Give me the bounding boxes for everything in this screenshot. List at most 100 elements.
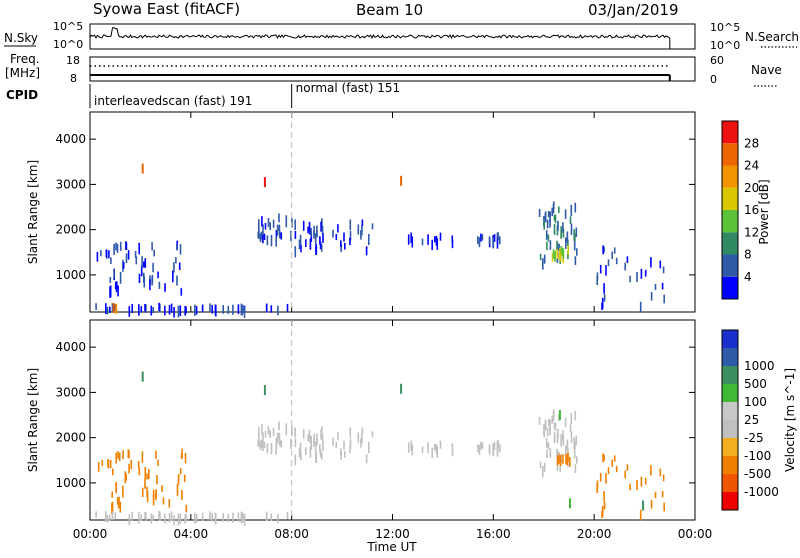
- power-mark: [173, 262, 175, 273]
- velocity-mark: [115, 483, 117, 492]
- power-mark: [185, 306, 187, 314]
- power-mark: [138, 304, 140, 316]
- power-mark: [286, 303, 289, 312]
- power-mark: [335, 234, 338, 241]
- power-mark: [344, 242, 346, 250]
- power-mark: [427, 234, 429, 245]
- velocity-mark: [480, 441, 482, 450]
- power-mark: [477, 236, 479, 245]
- power-bar-frame: [721, 120, 739, 300]
- power-mark: [313, 230, 315, 239]
- power-mark: [277, 305, 279, 316]
- velocity-mark: [227, 513, 230, 522]
- velocity-mark: [566, 457, 568, 466]
- power-mark: [659, 260, 662, 269]
- power-mark: [134, 251, 137, 258]
- velocity-mark: [119, 501, 122, 513]
- power-mark: [109, 286, 111, 298]
- velocity-mark: [309, 446, 312, 458]
- freq-label-line2: [MHz]: [5, 66, 40, 80]
- power-mark: [603, 246, 605, 253]
- power-mark: [551, 207, 553, 217]
- velocity-mark: [276, 432, 279, 444]
- velocity-mark: [101, 459, 104, 467]
- power-mark: [141, 256, 143, 268]
- power-mark: [125, 253, 128, 264]
- power-mark: [605, 265, 607, 276]
- power-mark: [549, 211, 551, 224]
- power-mark: [566, 231, 569, 243]
- velocity-mark: [662, 474, 665, 482]
- velocity-mark: [410, 440, 412, 451]
- velocity-mark: [258, 437, 260, 448]
- power-mark: [299, 234, 302, 246]
- velocity-mark: [285, 423, 288, 436]
- velocity-mark: [574, 441, 576, 450]
- velocity-mark: [496, 445, 499, 457]
- velocity-mark: [259, 441, 262, 451]
- power-mark: [567, 251, 569, 260]
- velocity-mark: [639, 509, 642, 521]
- velocity-mark: [411, 444, 414, 456]
- velocity-mark: [615, 465, 618, 473]
- velocity-mark: [177, 513, 180, 526]
- power-mark: [492, 236, 495, 249]
- velocity-mark: [179, 468, 182, 475]
- power-mark: [349, 219, 352, 230]
- power-mark: [259, 233, 262, 243]
- velocity-colorbar: -1000 -500 -100 -25 25 100 500 1000: [721, 329, 779, 511]
- time-label-5: 20:00: [577, 527, 612, 541]
- nsky-tick-top: 10^5: [53, 20, 83, 33]
- velocity-band-6: [722, 384, 738, 402]
- velocity-mark: [556, 456, 559, 466]
- power-mark: [560, 253, 562, 262]
- power-mark: [439, 232, 442, 241]
- station-title: Syowa East (fitACF): [93, 0, 240, 18]
- velocity-mark: [542, 466, 544, 478]
- velocity-mark: [144, 512, 146, 520]
- velocity-mark: [118, 452, 121, 462]
- velocity-mark: [611, 459, 613, 467]
- velocity-mark: [222, 513, 224, 522]
- velocity-x-ticks: [89, 320, 696, 520]
- velocity-mark: [185, 514, 187, 522]
- power-mark: [285, 215, 288, 228]
- velocity-mark: [141, 487, 144, 497]
- velocity-mark: [319, 449, 322, 458]
- velocity-mark: [349, 427, 352, 438]
- power-band-6: [722, 143, 738, 166]
- power-mark: [315, 244, 318, 255]
- velocity-point: [400, 383, 403, 394]
- power-mark: [496, 237, 499, 249]
- power-mark: [96, 251, 99, 262]
- velocity-mark: [314, 441, 317, 454]
- power-mark: [270, 305, 273, 313]
- power-mark: [551, 252, 554, 262]
- power-band-label-7: 28: [744, 136, 759, 150]
- power-mark: [553, 223, 556, 235]
- velocity-mark: [116, 497, 119, 505]
- nsky-panel: N.Sky 10^5 10^0 N.Search 10^5 10^0: [4, 20, 799, 52]
- power-mark: [332, 229, 334, 238]
- velocity-band-3: [722, 438, 738, 456]
- power-mark: [305, 239, 307, 248]
- power-mark: [481, 234, 484, 241]
- power-mark: [488, 236, 491, 245]
- velocity-mark: [661, 490, 664, 498]
- velocity-mark: [547, 442, 550, 450]
- velocity-mark: [278, 421, 280, 431]
- velocity-mark: [340, 448, 342, 455]
- power-mark: [596, 275, 598, 286]
- velocity-mark: [361, 432, 363, 444]
- velocity-mark: [176, 484, 179, 496]
- velocity-mark: [117, 451, 119, 459]
- velocity-band-label-1: -1000: [744, 485, 779, 499]
- power-mark: [340, 244, 342, 252]
- power-mark: [562, 228, 565, 238]
- velocity-mark: [562, 430, 564, 441]
- velocity-mark: [481, 442, 484, 449]
- velocity-mark: [258, 427, 260, 439]
- velocity-mark: [298, 447, 301, 458]
- velocity-y-title: Slant Range [km]: [26, 368, 40, 472]
- power-mark: [138, 273, 141, 283]
